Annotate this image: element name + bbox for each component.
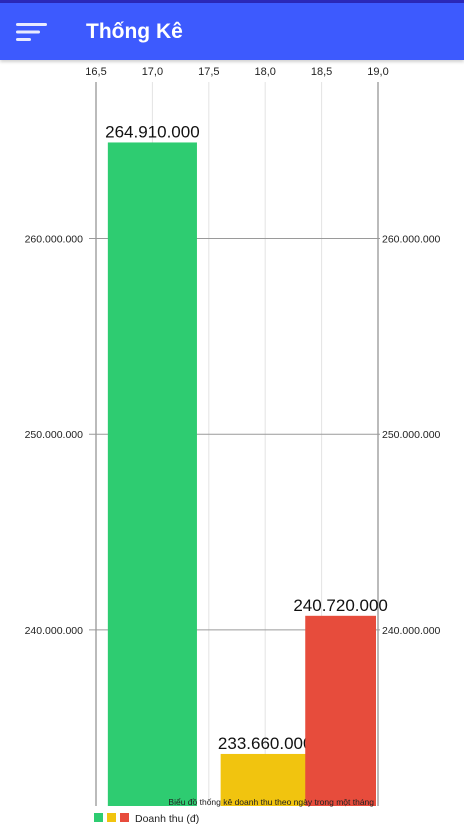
revenue-chart: 16,5 17,0 17,5 18,0 18,5 19,0 240.000.000 240.0… [0, 60, 464, 834]
menu-sort-icon [16, 23, 47, 41]
x-tick-label: 18,5 [311, 66, 332, 78]
status-bar-edge [0, 0, 464, 3]
y-tick-label-left: 250.000.000 [25, 429, 84, 441]
x-tick-label: 16,5 [85, 66, 106, 78]
x-tick-label: 18,0 [254, 66, 275, 78]
legend-swatch [94, 813, 103, 822]
y-tick-label-right: 260.000.000 [382, 234, 441, 246]
menu-button[interactable] [10, 13, 54, 51]
bar-value-label: 233.660.000 [218, 734, 313, 753]
y-tick-label-left: 240.000.000 [25, 625, 84, 637]
legend-label: Doanh thu (đ) [135, 813, 199, 825]
page-title: Thống Kê [86, 20, 183, 43]
y-tick-label-right: 250.000.000 [382, 429, 441, 441]
legend-swatch [107, 813, 116, 822]
x-tick-label: 19,0 [367, 66, 388, 78]
legend-swatch [120, 813, 129, 822]
bar-value-label: 240.720.000 [293, 596, 388, 615]
chart-description: Biểu đồ thống kê doanh thu theo ngày tro… [168, 797, 374, 807]
app-bar: Thống Kê [0, 3, 464, 60]
y-tick-label-right: 240.000.000 [382, 625, 441, 637]
bar [107, 142, 197, 807]
bar-value-label: 264.910.000 [105, 122, 200, 141]
x-tick-label: 17,0 [142, 66, 163, 78]
bar-chart: 16,5 17,0 17,5 18,0 18,5 19,0 240.000.000 240.0… [25, 66, 441, 825]
x-tick-label: 17,5 [198, 66, 219, 78]
y-tick-label-left: 260.000.000 [25, 234, 84, 246]
bar [305, 615, 376, 806]
bar [220, 753, 310, 806]
